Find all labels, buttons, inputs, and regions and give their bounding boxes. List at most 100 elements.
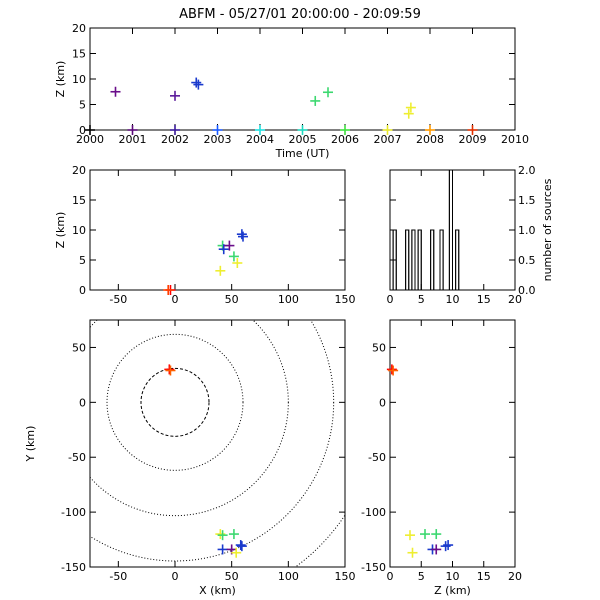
baseline-point [340,125,350,135]
x-tick-label: 2002 [161,133,189,146]
data-point [218,244,229,255]
x-tick-label: 5 [418,570,425,583]
y-tick-label: 1.5 [518,194,536,207]
y-tick-label: 0 [79,396,86,409]
x-axis-label: Z (km) [434,584,471,597]
y-tick-label: 20 [72,164,86,177]
data-point [164,364,175,375]
histogram-bin [448,169,453,291]
x-tick-label: 150 [335,293,356,306]
y-axis-label: Y (km) [24,426,37,463]
y-tick-label: 0 [379,396,386,409]
data-point [110,86,121,97]
data-point [407,547,418,558]
y-tick-label: -100 [361,506,386,519]
x-tick-label: 20 [508,570,522,583]
x-tick-label: 2009 [459,133,487,146]
data-point [193,79,204,90]
y-tick-label: 15 [72,194,86,207]
histogram-bin [411,229,416,291]
x-tick-label: 150 [335,570,356,583]
y-tick-label: 15 [72,48,86,61]
plot-frame [89,169,346,291]
baseline-point [425,125,435,135]
y-tick-label: 0.0 [518,284,536,297]
y-tick-label: 50 [72,341,86,354]
y-tick-label: 10 [72,73,86,86]
data-point [228,251,239,262]
data-point [215,265,226,276]
y-tick-label: 1.0 [518,224,536,237]
x-tick-label: 0 [172,293,179,306]
x-tick-label: 50 [225,570,239,583]
x-tick-label: 5 [418,293,425,306]
y-axis-label: number of sources [541,178,554,281]
data-point [217,530,228,541]
histogram-bin [430,229,435,291]
data-point [405,530,415,541]
x-tick-label: 2001 [119,133,147,146]
range-ring [106,333,244,471]
data-point [215,529,226,540]
x-tick-label: 2010 [501,133,529,146]
y-tick-label: 10 [72,224,86,237]
data-point [443,540,454,551]
x-tick-label: 2004 [246,133,274,146]
data-point [236,229,247,240]
x-tick-label: 2008 [416,133,444,146]
data-point [231,547,242,558]
data-point [420,529,430,540]
baseline-point [382,125,393,135]
y-tick-label: 0 [79,124,86,137]
data-point [388,365,399,376]
data-point [232,258,243,268]
baseline-point [467,125,478,135]
histogram-bin [455,229,460,291]
y-tick-label: -50 [68,451,86,464]
baseline-point [170,125,180,135]
data-point [224,240,235,251]
range-ring [140,367,210,437]
y-tick-label: 50 [372,341,386,354]
x-tick-label: -50 [109,570,127,583]
x-tick-label: 15 [477,293,491,306]
data-point [228,529,239,540]
x-tick-label: 10 [446,293,460,306]
data-point [238,231,248,242]
histogram-bin [417,229,422,291]
data-point [170,90,180,101]
data-point [217,544,228,555]
y-axis-label: Z (km) [54,212,67,249]
x-tick-label: -50 [109,293,127,306]
x-axis-label: X (km) [199,584,236,597]
panel-z_y: 0 5 10 15 20 -150 -100 -50 0 50 Z (km) [361,319,522,597]
x-tick-label: 2007 [374,133,402,146]
baseline-point [85,125,95,135]
panel-x_height: -50 0 50 100 150 0 5 10 15 20 Z (km) [54,164,356,306]
data-point [431,544,442,555]
x-tick-label: 2005 [289,133,317,146]
baseline-point [127,125,138,135]
x-tick-label: 0 [387,570,394,583]
y-axis-label: Z (km) [54,61,67,98]
x-tick-label: 15 [477,570,491,583]
data-point [191,77,202,88]
y-tick-label: 0 [79,284,86,297]
plot-frame [389,319,516,568]
baseline-point [255,125,265,135]
histogram-bin [392,229,397,291]
data-point [163,285,174,295]
data-point [165,365,176,376]
data-point [235,540,246,551]
x-axis-label: Time (UT) [275,147,330,160]
x-tick-label: 0 [387,293,394,306]
x-tick-label: 0 [172,570,179,583]
data-point [403,108,414,119]
x-tick-label: 50 [225,293,239,306]
x-tick-label: 2000 [76,133,104,146]
panel-histogram: 0 5 10 15 200.0 0.5 1.0 1.5 2.0 number of sources [387,164,555,306]
y-tick-label: -150 [61,561,86,574]
data-point [431,529,442,540]
y-tick-label: 5 [79,254,86,267]
